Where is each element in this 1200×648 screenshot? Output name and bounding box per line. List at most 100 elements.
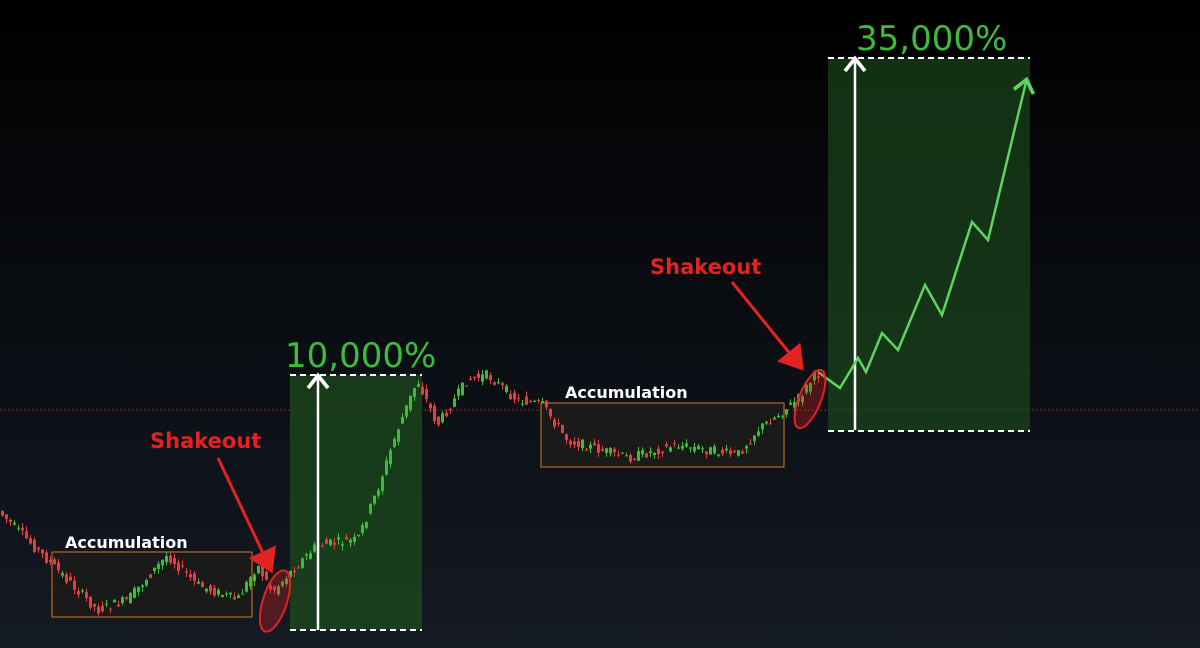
- candle: [289, 570, 292, 578]
- candle: [313, 544, 316, 552]
- candle: [525, 396, 528, 405]
- shakeout-arrow: [730, 281, 804, 371]
- candle: [53, 559, 56, 565]
- candle: [129, 592, 132, 604]
- candle: [249, 577, 252, 587]
- gain-zone: [290, 375, 422, 630]
- candle: [277, 586, 280, 595]
- accumulation-box: [51, 551, 253, 618]
- candle: [693, 446, 696, 452]
- candle: [333, 542, 336, 545]
- candle: [777, 415, 780, 418]
- shakeout-marker: [793, 368, 827, 430]
- candle: [661, 451, 664, 454]
- candle: [545, 400, 548, 408]
- candle: [65, 574, 68, 583]
- candle: [657, 448, 660, 455]
- candle: [353, 536, 356, 542]
- candle: [665, 444, 668, 447]
- candle: [465, 385, 468, 387]
- candle: [73, 580, 76, 590]
- candle: [145, 580, 148, 586]
- candle: [217, 589, 220, 595]
- candle: [625, 455, 628, 457]
- candle: [613, 449, 616, 453]
- candle: [477, 373, 480, 378]
- candle: [509, 394, 512, 400]
- candle: [801, 396, 804, 403]
- candle: [141, 585, 144, 588]
- candle: [633, 458, 636, 460]
- candle: [761, 423, 764, 430]
- candle: [401, 417, 404, 424]
- gain-label: 35,000%: [856, 19, 1007, 59]
- candle: [393, 438, 396, 448]
- candle: [557, 423, 560, 425]
- candle: [721, 449, 724, 454]
- candle: [165, 556, 168, 563]
- candle: [21, 527, 24, 531]
- candle: [429, 403, 432, 409]
- shakeout-marker: [258, 569, 292, 633]
- candle: [121, 597, 124, 603]
- candle: [325, 539, 328, 544]
- candle: [101, 605, 104, 612]
- candle: [809, 383, 812, 392]
- accumulation-label: Accumulation: [65, 533, 188, 552]
- candle: [505, 385, 508, 392]
- candle: [265, 571, 268, 580]
- candle: [581, 439, 584, 449]
- candle: [405, 405, 408, 417]
- candle: [33, 539, 36, 552]
- candle: [45, 552, 48, 563]
- candle: [437, 416, 440, 425]
- candle: [29, 538, 32, 544]
- candle: [753, 435, 756, 441]
- candle: [409, 395, 412, 410]
- candle: [357, 534, 360, 536]
- candle: [297, 567, 300, 569]
- candle: [569, 440, 572, 445]
- candle: [269, 585, 272, 590]
- candle: [453, 398, 456, 407]
- candle: [501, 383, 504, 385]
- candle: [5, 514, 8, 520]
- candle: [433, 405, 436, 422]
- candle: [389, 450, 392, 465]
- candle: [69, 576, 72, 581]
- projection: [817, 76, 1036, 390]
- candle: [125, 597, 128, 599]
- candle: [89, 596, 92, 608]
- candle: [193, 573, 196, 581]
- candle: [485, 370, 488, 379]
- candle: [789, 402, 792, 405]
- candle: [25, 531, 28, 539]
- candle: [85, 592, 88, 598]
- candle: [201, 582, 204, 588]
- candle: [117, 604, 120, 607]
- candle: [685, 443, 688, 447]
- candle: [521, 403, 524, 405]
- candle: [717, 454, 720, 456]
- candle: [37, 547, 40, 550]
- candle: [769, 423, 772, 425]
- candle: [177, 562, 180, 571]
- candle: [149, 574, 152, 578]
- candle: [425, 389, 428, 400]
- candle: [553, 419, 556, 427]
- candle: [441, 413, 444, 423]
- candle: [245, 582, 248, 592]
- candle: [137, 586, 140, 592]
- candle: [213, 587, 216, 596]
- candle: [361, 525, 364, 534]
- candle: [681, 445, 684, 449]
- candle: [537, 399, 540, 401]
- candle: [785, 409, 788, 415]
- candle: [445, 412, 448, 417]
- candle: [461, 382, 464, 396]
- candle: [473, 376, 476, 378]
- candle: [457, 388, 460, 396]
- candle: [381, 476, 384, 491]
